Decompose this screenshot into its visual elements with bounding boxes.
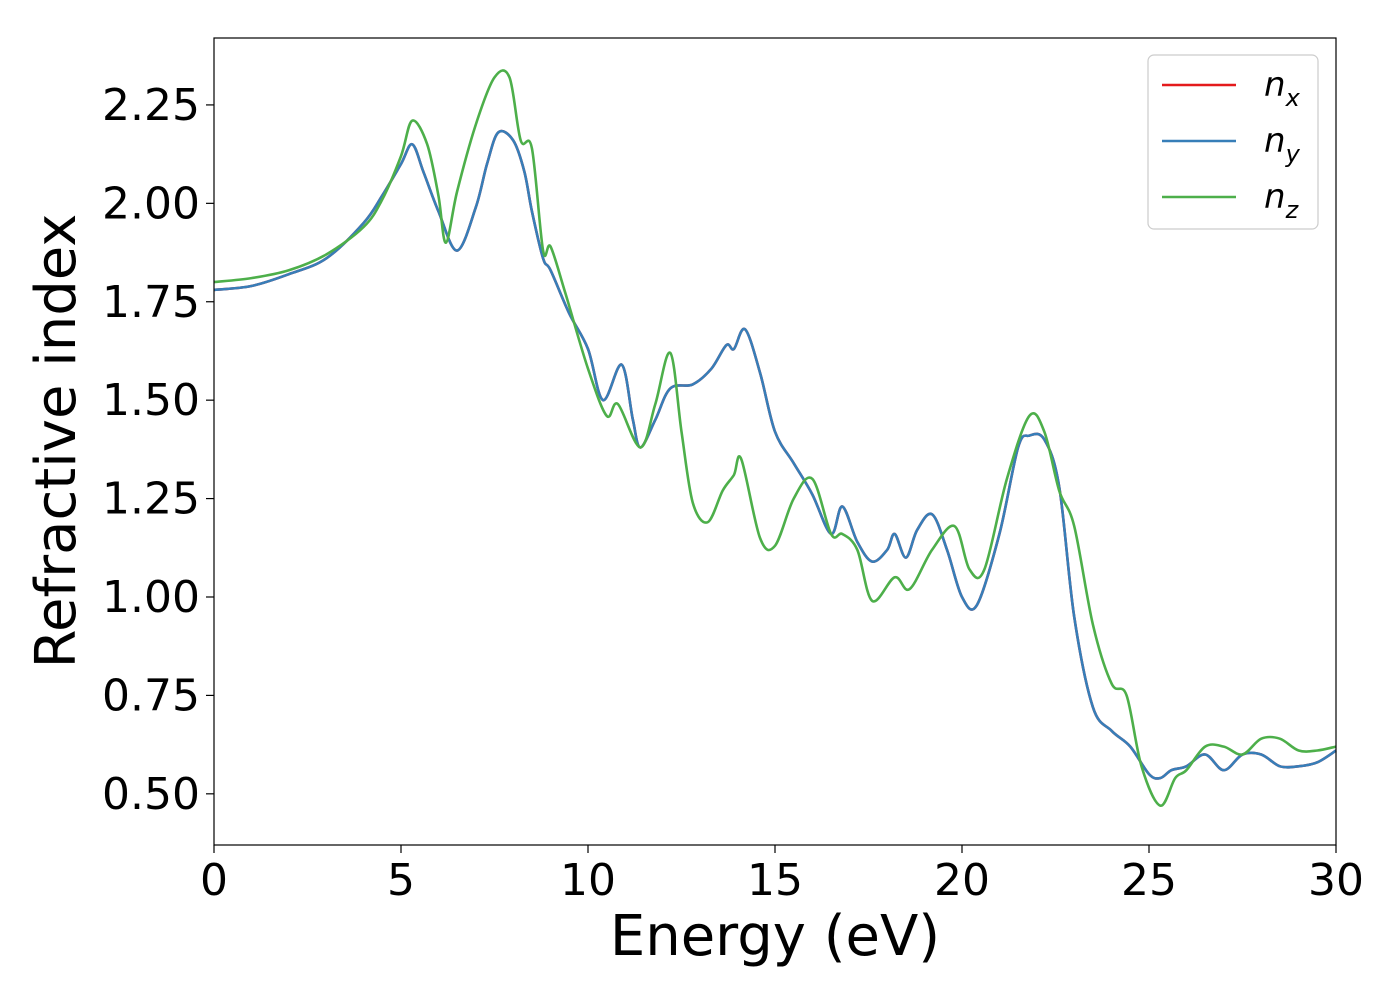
x-tick-label: 15: [747, 855, 803, 906]
y-tick-label: 1.50: [102, 375, 200, 426]
y-tick-label: 2.25: [102, 80, 200, 131]
y-tick-label: 1.75: [102, 277, 200, 328]
y-tick-label: 2.00: [102, 178, 200, 229]
x-axis-title: Energy (eV): [610, 904, 940, 969]
x-axis: 0 5 10 15 20 25 30: [200, 845, 1364, 906]
series-layer: [213, 69, 1337, 807]
y-tick-label: 0.75: [102, 670, 200, 721]
legend-label-ny: ny: [1264, 121, 1301, 168]
y-axis: 0.50 0.75 1.00 1.25 1.50 1.75 2.00 2.25: [102, 80, 214, 820]
y-tick-label: 1.00: [102, 572, 200, 623]
series-line-nz: [213, 69, 1337, 807]
x-tick-label: 25: [1121, 855, 1177, 906]
x-tick-label: 10: [560, 855, 616, 906]
x-tick-label: 20: [934, 855, 990, 906]
x-tick-label: 30: [1308, 855, 1364, 906]
x-tick-label: 5: [387, 855, 415, 906]
x-tick-label: 0: [200, 855, 228, 906]
y-axis-title: Refractive index: [24, 214, 89, 669]
y-tick-label: 1.25: [102, 474, 200, 525]
y-tick-label: 0.50: [102, 769, 200, 820]
